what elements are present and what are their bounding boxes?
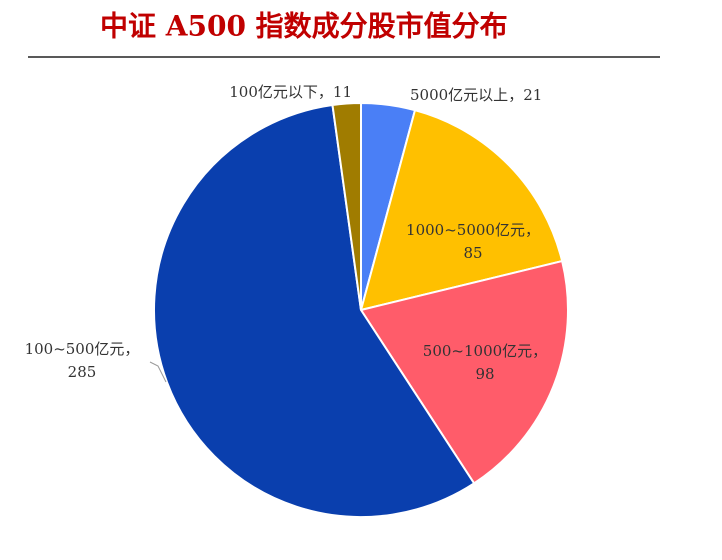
label-separator: ， xyxy=(318,83,333,101)
pie-slice xyxy=(331,101,362,311)
label-separator: ， xyxy=(124,340,139,358)
data-label: 285 xyxy=(68,363,97,381)
chart-title: 中证 A500 指数成分股市值分布 xyxy=(100,10,508,43)
category-label: 100亿元以下 xyxy=(229,83,318,101)
data-label: 98 xyxy=(475,365,494,383)
value-label: 21 xyxy=(523,86,542,104)
data-label: 100~500亿元， xyxy=(25,340,140,358)
category-label: 5000亿元以上 xyxy=(410,86,508,104)
value-label: 11 xyxy=(333,83,352,101)
data-label: 100亿元以下，11 xyxy=(229,83,352,101)
pie-slice xyxy=(359,108,564,312)
pie-slice xyxy=(153,103,476,518)
data-label: 5000亿元以上，21 xyxy=(410,86,542,104)
category-label: 1000~5000亿元 xyxy=(406,221,525,239)
category-label: 500~1000亿元 xyxy=(423,342,532,360)
data-label: 1000~5000亿元， xyxy=(406,221,540,239)
value-label: 285 xyxy=(68,363,97,381)
pie-slice xyxy=(359,259,569,485)
value-label: 98 xyxy=(475,365,494,383)
leader-line xyxy=(149,361,167,383)
data-label: 85 xyxy=(463,244,482,262)
data-label: 500~1000亿元， xyxy=(423,342,547,360)
label-separator: ， xyxy=(532,342,547,360)
label-separator: ， xyxy=(525,221,540,239)
category-label: 100~500亿元 xyxy=(25,340,125,358)
label-separator: ， xyxy=(508,86,523,104)
value-label: 85 xyxy=(463,244,482,262)
